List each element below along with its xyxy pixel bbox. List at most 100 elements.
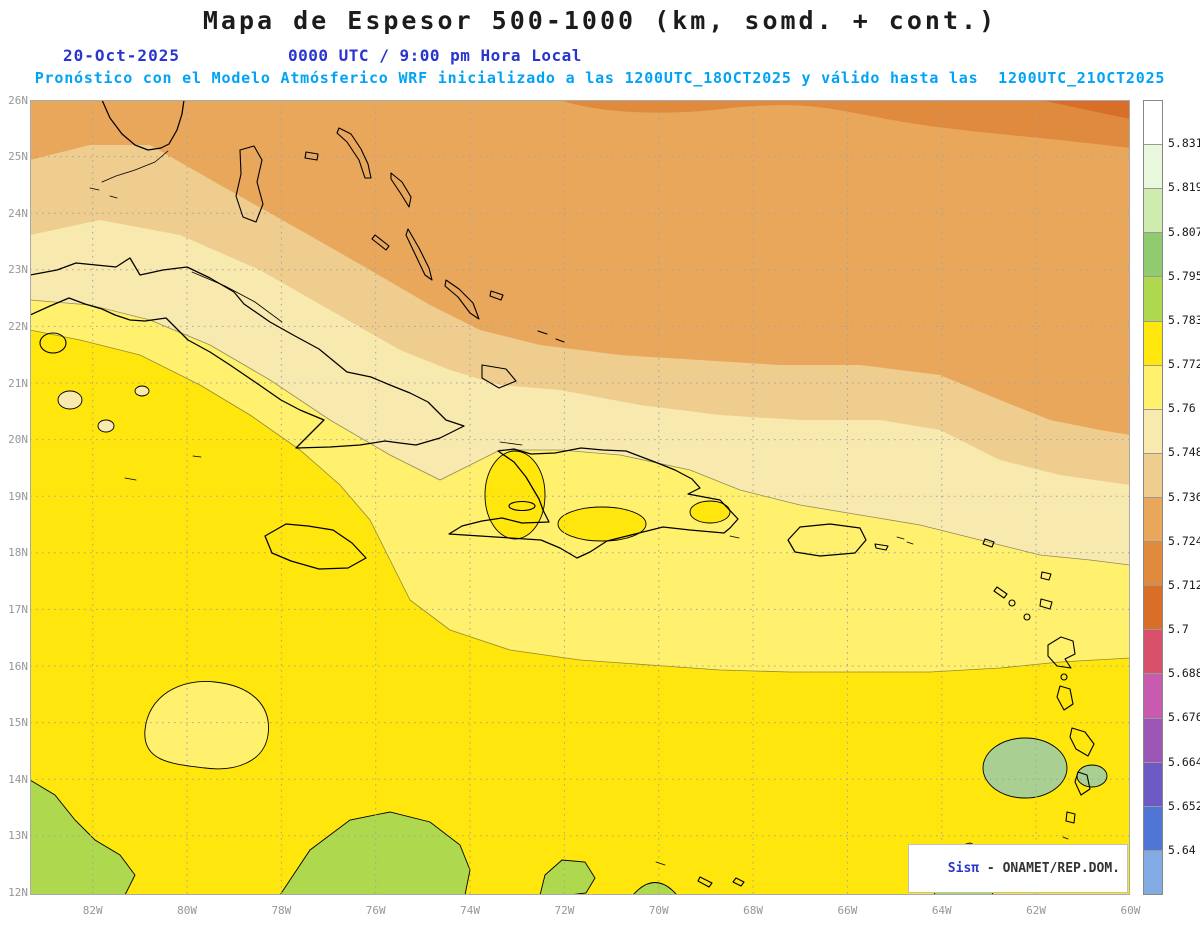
colorbar-segment <box>1144 541 1162 586</box>
coastline-barbuda <box>1040 571 1052 581</box>
lat-axis-label: 26N <box>8 93 28 107</box>
coastline-great-inagua <box>481 364 517 389</box>
colorbar-tick-label: 5.724 <box>1168 533 1200 548</box>
colorbar-segment <box>1144 673 1162 718</box>
credit-brand: Sisπ <box>947 861 980 876</box>
colorbar-tick-label: 5.783 <box>1168 312 1200 327</box>
coastline-caymans <box>124 455 202 481</box>
colorbar-segment <box>1144 452 1162 497</box>
lon-axis-label: 78W <box>271 904 292 917</box>
colorbar-segment <box>1144 585 1162 630</box>
coastline-eleuthera <box>336 127 372 179</box>
coastline-cay-sal <box>89 187 118 199</box>
lon-axis-label: 64W <box>931 904 952 917</box>
coastline-abc-islands <box>655 861 745 888</box>
lon-axis-label: 80W <box>177 904 197 917</box>
colorbar <box>1143 100 1163 895</box>
lat-axis-label: 22N <box>8 319 28 333</box>
coastline-isla-juventud <box>39 332 67 354</box>
map-date: 20-Oct-2025 <box>63 46 180 65</box>
colorbar-tick-label: 5.807 <box>1168 224 1200 239</box>
pale-yellow-blob-southwest <box>144 681 269 770</box>
forecast-description: Pronóstico con el Modelo Atmósferico WRF… <box>34 69 1166 87</box>
coastline-st-kitts <box>993 586 1008 599</box>
thickness-field <box>30 100 1130 895</box>
colorbar-tick-label: 5.676 <box>1168 710 1200 725</box>
contour-lines <box>30 299 1130 673</box>
coastline-jamaica <box>264 523 367 570</box>
lat-axis-label: 21N <box>8 376 28 390</box>
colorbar-tick-label: 5.664 <box>1168 754 1200 769</box>
lat-axis-label: 13N <box>8 829 28 843</box>
lon-axis-label: 76W <box>365 904 386 917</box>
coastline-vieques <box>874 543 889 551</box>
colorbar-tick-label: 5.64 <box>1168 842 1196 857</box>
cream-spot-west-2 <box>97 419 115 433</box>
green-patch-southwest <box>30 779 136 895</box>
coastline-new-providence <box>304 151 319 161</box>
coastline-mayaguana <box>489 290 504 301</box>
colorbar-segment <box>1144 408 1162 453</box>
coastline-saona <box>729 535 740 539</box>
yellow-spot-south-dr <box>557 506 647 542</box>
coastline-acklins <box>444 279 480 320</box>
yellow-spot-east-dr <box>689 500 731 524</box>
coastline-exuma <box>371 234 390 251</box>
coastline-cat-island <box>390 172 412 208</box>
coastline-marie-galante <box>1060 673 1068 681</box>
coastline-cuba-cays <box>191 271 283 323</box>
colorbar-segment <box>1144 101 1162 145</box>
colorbar-tick-label: 5.819 <box>1168 180 1200 195</box>
coastline-turks-caicos <box>537 330 565 343</box>
lat-axis-label: 25N <box>8 150 28 164</box>
lon-axis-label: 74W <box>460 904 480 917</box>
colorbar-tick-label: 5.76 <box>1168 401 1196 416</box>
colorbar-tick-label: 5.736 <box>1168 489 1200 504</box>
contour-5772 <box>30 329 1130 673</box>
lat-axis-label: 23N <box>8 263 28 277</box>
field-band-dark-orange <box>560 100 1130 148</box>
map-area: Sisπ - ONAMET/REP.DOM. <box>30 100 1130 895</box>
credit-org: - ONAMET/REP.DOM. <box>979 861 1120 876</box>
coastline-aruba <box>655 861 666 866</box>
colorbar-segment <box>1144 629 1162 674</box>
colorbar-tick-label: 5.748 <box>1168 445 1200 460</box>
colorbar-tick-label: 5.688 <box>1168 666 1200 681</box>
colorbar-segment <box>1144 144 1162 189</box>
colorbar-tick-label: 5.652 <box>1168 798 1200 813</box>
lat-axis-label: 17N <box>8 602 28 616</box>
map-grid <box>30 100 1130 895</box>
colorbar-segment <box>1144 849 1162 894</box>
colorbar-segment <box>1144 496 1162 542</box>
colorbar-tick-label: 5.831 <box>1168 136 1200 151</box>
colorbar-tick-label: 5.795 <box>1168 268 1200 283</box>
coastline-tortue <box>499 441 523 446</box>
colorbar-segment <box>1144 761 1162 806</box>
colorbar-segment <box>1144 717 1162 762</box>
yellow-spot-haiti <box>484 450 546 540</box>
field-band-deep-orange <box>1040 100 1130 119</box>
green-patch-south-central <box>279 811 471 895</box>
coastline-guadeloupe <box>1047 636 1076 669</box>
lon-axis-label: 70W <box>648 904 669 917</box>
coastline-long-island <box>405 228 433 281</box>
lon-axis-label: 82W <box>82 904 103 917</box>
lat-axis-label: 24N <box>8 206 28 220</box>
coastline-virgin-islands <box>896 536 914 545</box>
colorbar-segment <box>1144 320 1162 365</box>
gray-green-patch-east-small <box>1076 764 1108 788</box>
coastline-cuba <box>30 257 465 449</box>
contour-5760 <box>30 299 1130 566</box>
lat-axis-label: 14N <box>8 772 28 786</box>
contour-patches <box>30 385 1108 895</box>
coastline-puerto-rico <box>787 523 867 557</box>
coastline-dominica <box>1056 685 1074 711</box>
coastline-bahamas <box>235 127 565 389</box>
coastline-st-lucia <box>1074 771 1091 796</box>
cream-spot-west-1 <box>57 390 83 410</box>
lat-axis-label: 20N <box>8 433 28 447</box>
lon-axis-label: 62W <box>1026 904 1047 917</box>
coastline-florida <box>101 100 185 151</box>
coastline-nevis <box>1008 599 1016 607</box>
lat-axis-label: 12N <box>8 885 28 899</box>
